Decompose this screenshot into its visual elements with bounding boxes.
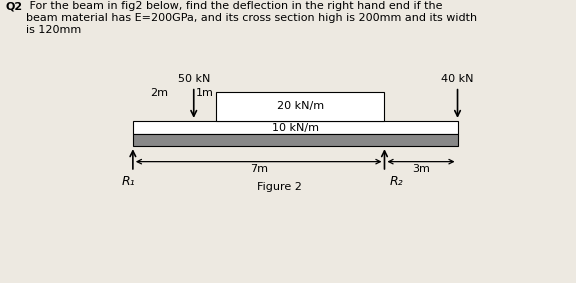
- Bar: [133, 134, 457, 146]
- Text: 1m: 1m: [196, 88, 214, 98]
- Bar: [133, 121, 457, 134]
- Text: 2m: 2m: [150, 88, 168, 98]
- Text: Figure 2: Figure 2: [256, 182, 301, 192]
- Text: R₂: R₂: [389, 175, 403, 188]
- Text: 3m: 3m: [412, 164, 430, 174]
- Bar: [216, 92, 384, 121]
- Text: 40 kN: 40 kN: [441, 74, 474, 84]
- Text: Q2: Q2: [6, 1, 23, 11]
- Text: 7m: 7m: [249, 164, 268, 174]
- Text: For the beam in fig2 below, find the deflection in the right hand end if the
bea: For the beam in fig2 below, find the def…: [26, 1, 477, 35]
- Text: 50 kN: 50 kN: [177, 74, 210, 84]
- Text: 20 kN/m: 20 kN/m: [276, 101, 324, 111]
- Text: 10 kN/m: 10 kN/m: [272, 123, 319, 133]
- Text: R₁: R₁: [122, 175, 135, 188]
